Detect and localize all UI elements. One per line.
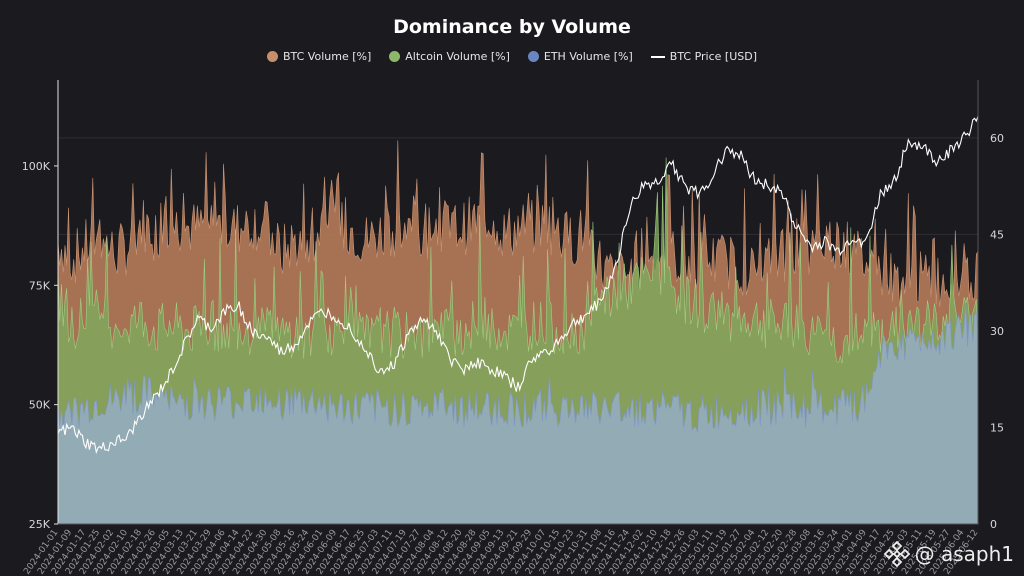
left-tick-label-3: 100K [22,160,51,173]
legend-swatch-eth-volume [527,51,539,62]
chart-legend: BTC Volume [%] Altcoin Volume [%] ETH Vo… [0,50,1024,63]
watermark-handle: @ asaph1 [914,542,1014,566]
legend-swatch-btc-volume [267,51,278,62]
axis-layer: 25K50K75K100K0153045602024-01-012024-01-… [22,80,1004,576]
series-btc-price-line [57,115,979,455]
watermark: @ asaph1 [883,540,1014,568]
binance-logo-icon [883,540,910,568]
right-tick-label-0: 0 [990,518,997,531]
legend-item-btc-price[interactable]: BTC Price [USD] [650,50,757,63]
left-tick-label-2: 75K [29,279,51,292]
legend-swatch-altcoin-volume [389,51,401,62]
right-tick-label-4: 60 [990,132,1004,145]
area-layer [57,140,979,525]
series-eth-volume-area [57,303,979,525]
legend-label-eth-volume: ETH Volume [%] [543,50,633,63]
chart-title: Dominance by Volume [393,16,631,38]
legend-label-btc-volume: BTC Volume [%] [283,50,372,63]
legend-label-btc-price: BTC Price [USD] [669,50,757,63]
left-tick-label-1: 50K [29,399,51,412]
legend-label-altcoin-volume: Altcoin Volume [%] [405,50,510,63]
price-line-layer [57,115,979,455]
right-tick-label-3: 45 [990,228,1004,241]
right-tick-label-1: 15 [990,421,1004,434]
legend-swatch-btc-price [650,55,665,58]
legend-item-altcoin-volume[interactable]: Altcoin Volume [%] [389,50,510,63]
left-tick-label-0: 25K [29,518,51,531]
legend-item-eth-volume[interactable]: ETH Volume [%] [527,50,633,63]
legend-item-btc-volume[interactable]: BTC Volume [%] [267,50,371,63]
right-tick-label-2: 30 [990,325,1004,338]
